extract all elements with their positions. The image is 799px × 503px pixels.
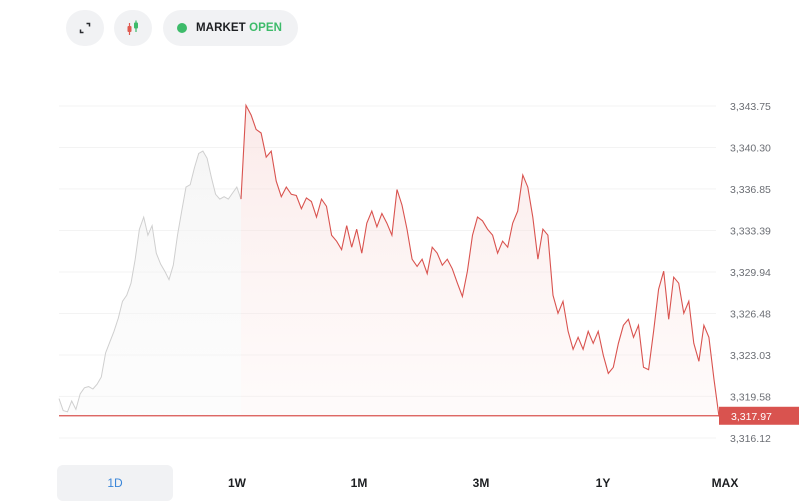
tab-1d[interactable]: 1D: [57, 465, 173, 501]
current-price-label: 3,317.97: [731, 411, 772, 423]
y-tick-label: 3,326.48: [730, 309, 771, 321]
chart-area-fill: [59, 105, 719, 417]
timeframe-tabs: 1D 1W 1M 3M 1Y MAX: [57, 465, 799, 501]
y-tick-label: 3,333.39: [730, 225, 771, 237]
y-tick-label: 3,343.75: [730, 101, 771, 113]
tab-max[interactable]: MAX: [711, 476, 739, 490]
expand-corners-icon: [79, 22, 91, 34]
y-tick-label: 3,323.03: [730, 350, 771, 362]
tab-1m[interactable]: 1M: [350, 476, 368, 490]
previous-area-fill: [59, 151, 241, 416]
candlestick-icon: [127, 20, 138, 35]
y-tick-label: 3,340.30: [730, 142, 771, 154]
tab-3m[interactable]: 3M: [472, 476, 490, 490]
status-dot: [177, 23, 187, 33]
price-chart[interactable]: 3,343.75 3,340.30 3,336.85 3,333.39 3,329.94…: [0, 0, 799, 460]
tab-1w[interactable]: 1W: [228, 476, 246, 490]
tab-1y[interactable]: 1Y: [595, 476, 611, 490]
y-tick-label: 3,319.58: [730, 391, 771, 403]
y-tick-label: 3,329.94: [730, 267, 771, 279]
today-area-fill: [241, 105, 719, 417]
expand-button[interactable]: [66, 10, 104, 46]
current-price-tag: 3,317.97: [719, 406, 799, 425]
chart-lines: [58, 103, 720, 417]
market-status-text: MARKET OPEN: [196, 22, 283, 34]
chart-toolbar: MARKET OPEN: [66, 10, 299, 46]
y-axis-labels: 3,343.75 3,340.30 3,336.85 3,333.39 3,329.94…: [730, 101, 771, 445]
series-line-previous: [58, 150, 242, 413]
y-tick-label: 3,336.85: [730, 184, 771, 196]
series-line-today: [240, 103, 720, 417]
y-tick-label: 3,316.12: [730, 433, 771, 445]
candlestick-toggle-button[interactable]: [114, 10, 152, 46]
market-status-badge: MARKET OPEN: [163, 10, 299, 46]
